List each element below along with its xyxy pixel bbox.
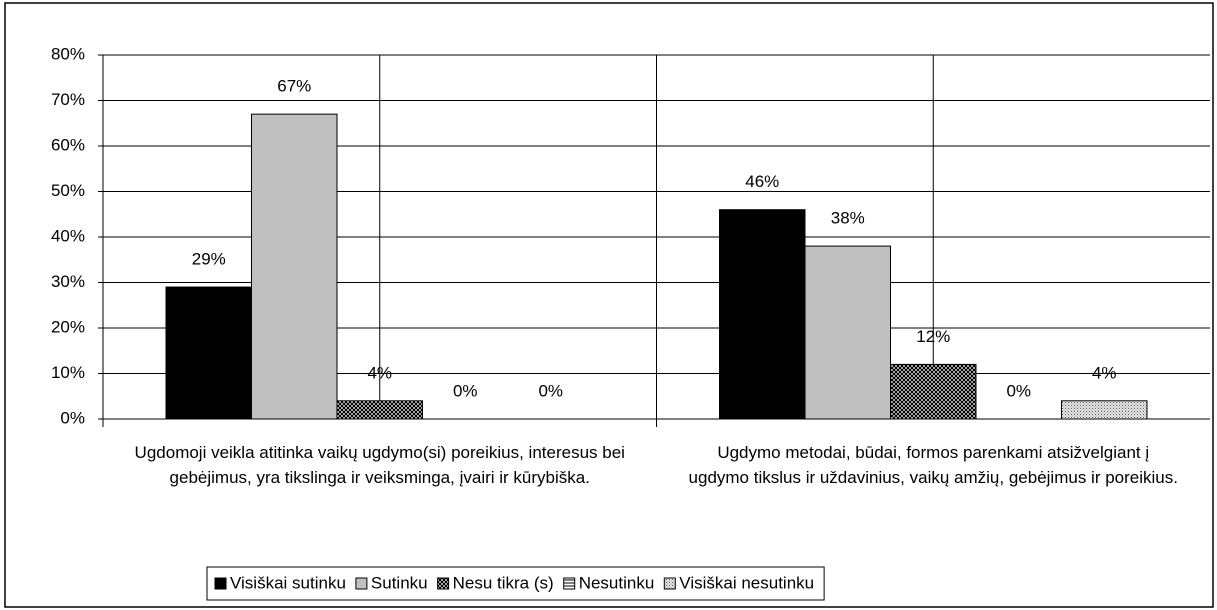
legend-swatch xyxy=(214,577,227,590)
data-label: 38% xyxy=(831,209,865,228)
y-tick-label: 10% xyxy=(51,363,85,382)
legend-label: Nesu tikra (s) xyxy=(453,573,554,592)
bar xyxy=(336,400,423,420)
bar xyxy=(1061,400,1148,420)
y-tick-label: 40% xyxy=(51,226,85,245)
legend-label: Visiškai sutinku xyxy=(230,573,346,592)
legend-label: Nesutinku xyxy=(579,573,655,592)
legend: Visiškai sutinku Sutinku Nesu tikra (s) Nes… xyxy=(206,566,825,601)
x-tick-label: Ugdymo metodai, būdai, formos parenkami … xyxy=(688,443,1178,487)
y-tick-label: 60% xyxy=(51,135,85,154)
bar xyxy=(165,286,252,420)
data-label: 29% xyxy=(192,250,226,269)
data-label: 67% xyxy=(277,77,311,96)
legend-swatch xyxy=(355,577,368,590)
legend-box xyxy=(206,566,825,601)
data-label: 0% xyxy=(1006,381,1031,400)
data-label: 46% xyxy=(745,172,779,191)
data-label: 0% xyxy=(538,381,563,400)
y-tick-label: 50% xyxy=(51,181,85,200)
legend-label: Sutinku xyxy=(371,573,428,592)
y-tick-label: 20% xyxy=(51,317,85,336)
bar xyxy=(251,113,338,420)
x-tick-label-box: Ugdomoji veikla atitinka vaikų ugdymo(si… xyxy=(134,443,625,487)
legend-swatch xyxy=(563,577,576,590)
data-label: 12% xyxy=(916,327,950,346)
data-label: 0% xyxy=(453,381,478,400)
legend-swatch xyxy=(437,577,450,590)
data-label: 4% xyxy=(367,363,392,382)
bar xyxy=(890,363,977,420)
x-tick-label-box: Ugdymo metodai, būdai, formos parenkami … xyxy=(688,443,1178,487)
bar xyxy=(719,209,806,420)
legend-swatch xyxy=(663,577,676,590)
y-tick-label: 80% xyxy=(51,44,85,63)
y-tick-label: 0% xyxy=(60,408,85,427)
bar xyxy=(804,245,891,420)
legend-label: Visiškai nesutinku xyxy=(679,573,814,592)
data-label: 4% xyxy=(1092,363,1117,382)
y-tick-label: 30% xyxy=(51,272,85,291)
x-tick-label: Ugdomoji veikla atitinka vaikų ugdymo(si… xyxy=(134,443,625,487)
y-tick-label: 70% xyxy=(51,90,85,109)
